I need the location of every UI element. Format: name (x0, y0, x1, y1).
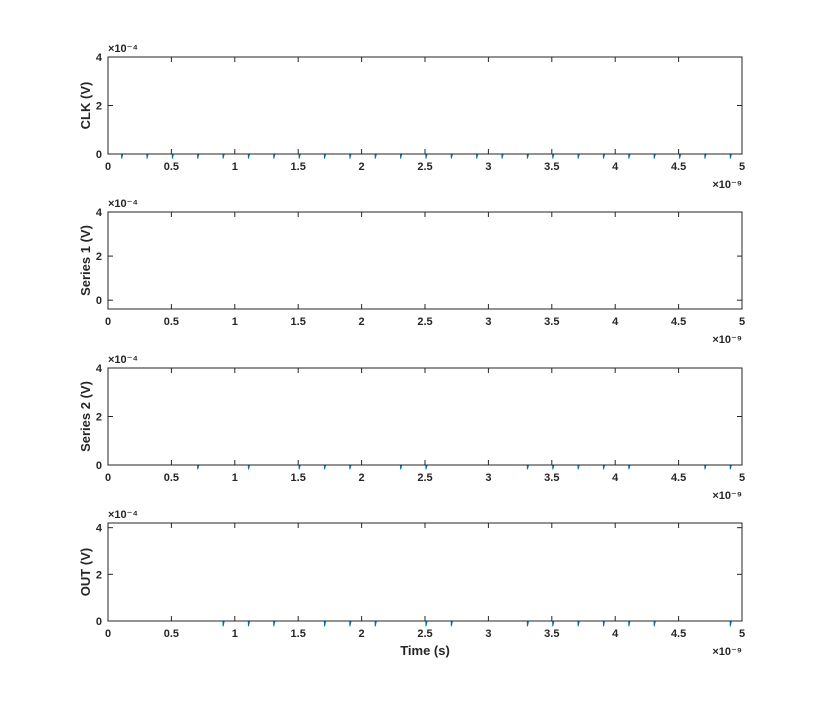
axes-box (107, 367, 743, 466)
y-tick-label: 4 (96, 52, 103, 64)
x-tick-label: 5 (739, 316, 745, 328)
subplot-4: 0 0.5 1 1.5 2 2.5 3 3.5 4 4.5 5 0 2 4 ×10⁻⁴ ×10⁻⁹ OUT (V… (78, 509, 745, 658)
x-tick-label: 5 (739, 472, 745, 484)
y-tick-label: 2 (96, 101, 102, 113)
x-tick-label: 4 (612, 161, 619, 173)
x-axis-label: Time (s) (400, 643, 450, 658)
x-exponent-label: ×10⁻⁹ (712, 646, 742, 658)
x-tick-label: 1.5 (291, 316, 306, 328)
y-tick-label: 2 (96, 569, 102, 581)
subplot-3: 0 0.5 1 1.5 2 2.5 3 3.5 4 4.5 5 0 2 4 ×10⁻⁴ ×10⁻⁹ Series… (78, 354, 745, 502)
y-tick-label: 0 (96, 616, 102, 628)
x-tick-label: 2.5 (417, 316, 432, 328)
y-tick-label: 2 (96, 251, 102, 263)
x-tick-label: 3.5 (544, 628, 559, 640)
x-tick-label: 0 (105, 628, 111, 640)
y-tick-label: 0 (96, 295, 102, 307)
y-tick-label: 4 (96, 363, 103, 375)
x-tick-label: 3 (485, 472, 491, 484)
x-tick-label: 3.5 (544, 472, 559, 484)
subplot-1: 0 0.5 1 1.5 2 2.5 3 3.5 4 4.5 5 0 2 4 ×10⁻⁴ ×10⁻⁹ CLK (V… (78, 43, 745, 191)
x-tick-label: 1 (232, 472, 238, 484)
x-tick-label: 2.5 (417, 472, 432, 484)
x-tick-label: 2.5 (417, 161, 432, 173)
x-tick-label: 1 (232, 316, 238, 328)
y-tick-label: 0 (96, 149, 102, 161)
subplot-2: 0 0.5 1 1.5 2 2.5 3 3.5 4 4.5 5 0 2 4 ×10⁻⁴ ×10⁻⁹ Series… (78, 198, 745, 346)
axes-box (107, 211, 743, 310)
x-tick-label: 2 (359, 472, 365, 484)
x-exponent-label: ×10⁻⁹ (712, 179, 742, 191)
x-tick-label: 0.5 (164, 628, 179, 640)
x-tick-label: 4 (612, 472, 619, 484)
x-tick-label: 4.5 (671, 628, 686, 640)
y-exponent-label: ×10⁻⁴ (108, 43, 138, 55)
y-axis-label: Series 1 (V) (78, 225, 93, 296)
axes-box (107, 522, 743, 622)
x-tick-label: 0 (105, 472, 111, 484)
y-tick-label: 4 (96, 207, 103, 219)
x-tick-label: 3 (485, 316, 491, 328)
y-exponent-label: ×10⁻⁴ (108, 198, 138, 210)
x-tick-label: 5 (739, 628, 745, 640)
y-axis-label: CLK (V) (78, 82, 93, 130)
x-tick-label: 4 (612, 628, 619, 640)
y-tick-label: 2 (96, 412, 102, 424)
y-exponent-label: ×10⁻⁴ (108, 354, 138, 366)
x-exponent-label: ×10⁻⁹ (712, 334, 742, 346)
y-exponent-label: ×10⁻⁴ (108, 509, 138, 521)
x-tick-label: 3 (485, 628, 491, 640)
x-tick-label: 0 (105, 316, 111, 328)
x-tick-label: 3 (485, 161, 491, 173)
x-tick-label: 1.5 (291, 472, 306, 484)
x-tick-label: 0.5 (164, 316, 179, 328)
x-tick-label: 3.5 (544, 161, 559, 173)
x-tick-label: 4.5 (671, 161, 686, 173)
x-tick-label: 5 (739, 161, 745, 173)
y-tick-label: 0 (96, 460, 102, 472)
y-tick-label: 4 (96, 523, 103, 535)
x-tick-label: 1.5 (291, 161, 306, 173)
x-tick-label: 4.5 (671, 316, 686, 328)
x-tick-label: 2.5 (417, 628, 432, 640)
x-tick-label: 2 (359, 316, 365, 328)
x-tick-label: 2 (359, 161, 365, 173)
x-tick-label: 3.5 (544, 316, 559, 328)
y-axis-label: Series 2 (V) (78, 381, 93, 452)
axes-box (107, 56, 743, 155)
x-tick-label: 0 (105, 161, 111, 173)
x-tick-label: 2 (359, 628, 365, 640)
x-tick-label: 1.5 (291, 628, 306, 640)
x-tick-label: 4 (612, 316, 619, 328)
y-axis-label: OUT (V) (78, 548, 93, 596)
x-exponent-label: ×10⁻⁹ (712, 490, 742, 502)
x-tick-label: 4.5 (671, 472, 686, 484)
x-tick-label: 0.5 (164, 161, 179, 173)
x-tick-label: 0.5 (164, 472, 179, 484)
x-tick-label: 1 (232, 628, 238, 640)
x-tick-label: 1 (232, 161, 238, 173)
